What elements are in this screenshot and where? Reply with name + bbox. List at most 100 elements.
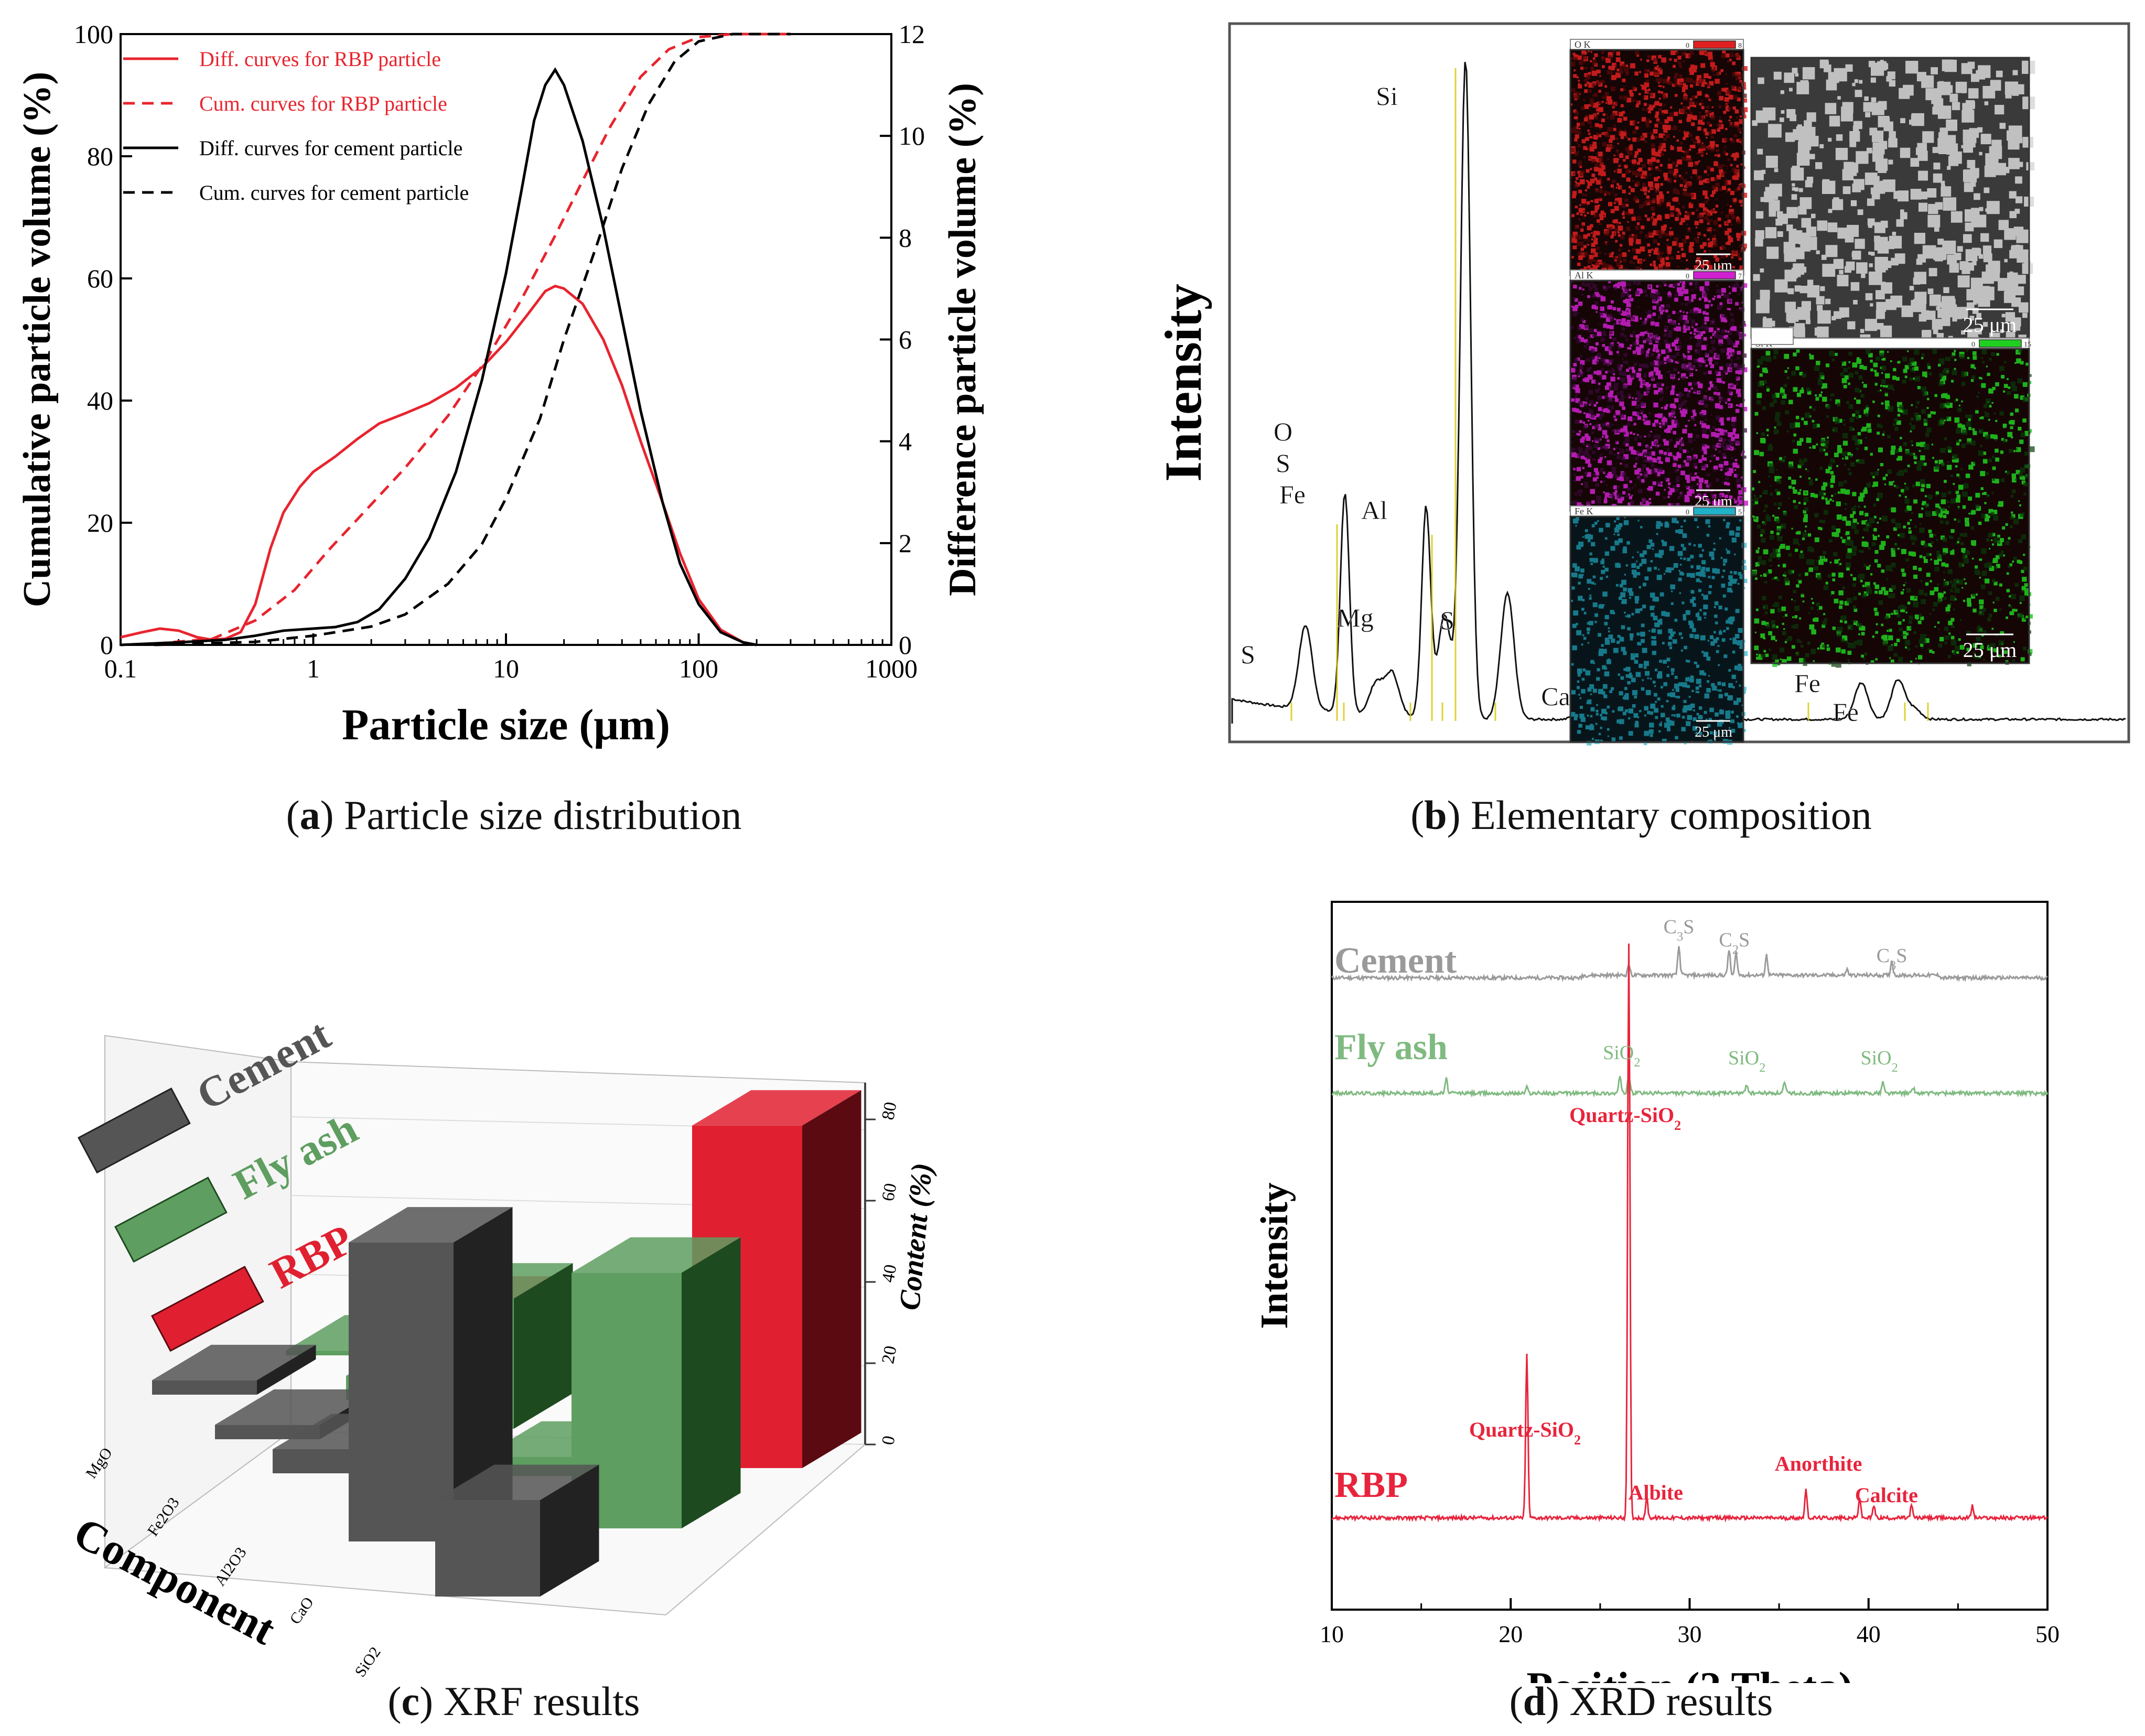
bar-top — [152, 1344, 316, 1381]
peak-annotation-8: Albite — [1628, 1481, 1683, 1504]
z-tick-label: 80 — [878, 1101, 900, 1122]
bar-side — [682, 1237, 741, 1528]
series-line-3 — [154, 33, 791, 646]
caption-b: (b) Elementary composition — [1410, 792, 1872, 838]
element-map-0: O K 0 825 μm — [1569, 39, 1748, 279]
map-scale-max: 15 — [2024, 341, 2031, 349]
map-element-label: Al K — [1575, 270, 1593, 281]
scale-bar-label: 25 μm — [1963, 638, 2017, 662]
peak-label-9: Fe — [1794, 668, 1820, 698]
map-color-bar — [1693, 40, 1736, 49]
x-tick-label: 20 — [1499, 1621, 1523, 1647]
map-color-bar — [1693, 507, 1736, 515]
peak-annotation-1: C2S — [1719, 929, 1750, 957]
map-scale-max: 5 — [1738, 509, 1742, 516]
z-axis-title: Content (%) — [893, 1161, 939, 1311]
legend-swatch — [77, 1087, 191, 1174]
map-texture-dark — [1751, 349, 2035, 668]
y-axis-title: Intensity — [1253, 1182, 1296, 1329]
plot-frame — [1331, 901, 2049, 1611]
x-tick-label: 40 — [1857, 1621, 1881, 1647]
map-texture-dark — [1570, 50, 1747, 279]
peak-label-0: S — [1241, 640, 1255, 669]
z-tick-label: 40 — [878, 1263, 900, 1284]
map-scale-min: 0 — [1686, 273, 1689, 281]
y2-tick-label: 10 — [899, 121, 925, 150]
map-frame — [1750, 348, 2030, 664]
x-axis-title: Particle size (μm) — [342, 700, 670, 749]
y-axis-title: Intensity — [1154, 284, 1212, 482]
x-tick-label: 30 — [1678, 1621, 1702, 1647]
y-tick-label: 80 — [87, 142, 113, 171]
y2-tick-label: 4 — [899, 427, 912, 456]
bar-top — [215, 1389, 379, 1425]
bar-side — [802, 1090, 861, 1468]
map-color-bar — [1693, 271, 1736, 279]
legend-label-1: Cum. curves for RBP particle — [199, 92, 447, 115]
y2-tick-label: 8 — [899, 223, 912, 252]
series-label-fly-ash: Fly ash — [1334, 1027, 1448, 1068]
peak-annotation-3: SiO2 — [1603, 1042, 1640, 1070]
bar-cement-sio2 — [435, 1464, 599, 1597]
peak-label-6: Si — [1376, 81, 1398, 111]
category-label-3: CaO — [286, 1594, 317, 1627]
z-tick-label: 60 — [878, 1182, 900, 1203]
bar-top — [692, 1090, 861, 1126]
map-scale-min: 0 — [1686, 509, 1689, 516]
x-tick-label: 100 — [679, 654, 718, 683]
y-tick-label: 40 — [87, 386, 113, 415]
map-element-label: O K — [1575, 39, 1591, 50]
bar-side — [540, 1464, 599, 1597]
y2-tick-label: 2 — [899, 529, 912, 558]
series-line-fly-ash — [1331, 1074, 2049, 1098]
z-tick-label: 20 — [878, 1344, 900, 1365]
map-texture — [1570, 281, 1749, 514]
series-line-1 — [154, 33, 791, 645]
legend-label-2: Diff. curves for cement particle — [199, 136, 462, 160]
peak-label-4: Mg — [1337, 603, 1373, 632]
bar-top — [435, 1464, 599, 1500]
bar-front — [286, 1350, 396, 1355]
y2-axis-title: Difference particle volume (%) — [941, 83, 984, 596]
legend-swatch — [150, 1266, 264, 1352]
peak-label-5: Al — [1361, 495, 1387, 525]
xrd-chart: 10 20 30 40 50 Position (2 Theta) Intensity Cem… — [1253, 901, 2060, 1683]
map-texture — [1751, 349, 2033, 667]
map-scale-max: 8 — [1738, 42, 1742, 50]
peak-label-10: Fe — [1833, 697, 1859, 727]
caption-c: (c) XRF results — [387, 1678, 640, 1724]
legend-label-3: Cum. curves for cement particle — [199, 181, 469, 204]
peak-annotation-4: SiO2 — [1728, 1047, 1765, 1075]
bar-side — [257, 1344, 316, 1395]
caption-d: (d) XRD results — [1509, 1678, 1773, 1724]
bar-front — [435, 1500, 540, 1597]
peak-label-3: Fe — [1279, 480, 1306, 509]
map-frame — [1569, 515, 1744, 743]
bar-cement-cao — [349, 1207, 513, 1541]
map-texture — [1752, 59, 2035, 350]
y2-tick-label: 12 — [899, 19, 925, 49]
x-tick-label: 1 — [307, 654, 320, 683]
bar-front — [349, 1242, 454, 1541]
peak-annotation-10: Calcite — [1855, 1483, 1918, 1507]
series-line-rbp — [1331, 943, 2048, 1523]
bar-top — [572, 1237, 741, 1273]
peak-annotation-0: C3S — [1664, 916, 1695, 944]
bar-top — [349, 1207, 513, 1243]
element-map-2: Fe K 0 5 25 μm — [1569, 505, 1748, 746]
x-tick-label: 0.1 — [104, 654, 137, 683]
x-axis-title: Position (2 Theta) — [1526, 1663, 1853, 1683]
caption-a: (a) Particle size distribution — [286, 792, 742, 838]
legend-label-0: Diff. curves for RBP particle — [199, 47, 441, 71]
peak-annotation-5: SiO2 — [1860, 1047, 1898, 1075]
bar-side — [514, 1263, 573, 1429]
map-element-label: Fe K — [1575, 506, 1593, 516]
map-scale-min: 0 — [1971, 341, 1975, 349]
si-map-header — [1751, 327, 1794, 345]
series-line-2 — [120, 67, 757, 646]
z-tick-label: 0 — [878, 1435, 899, 1447]
peak-label-1: O — [1274, 417, 1292, 446]
